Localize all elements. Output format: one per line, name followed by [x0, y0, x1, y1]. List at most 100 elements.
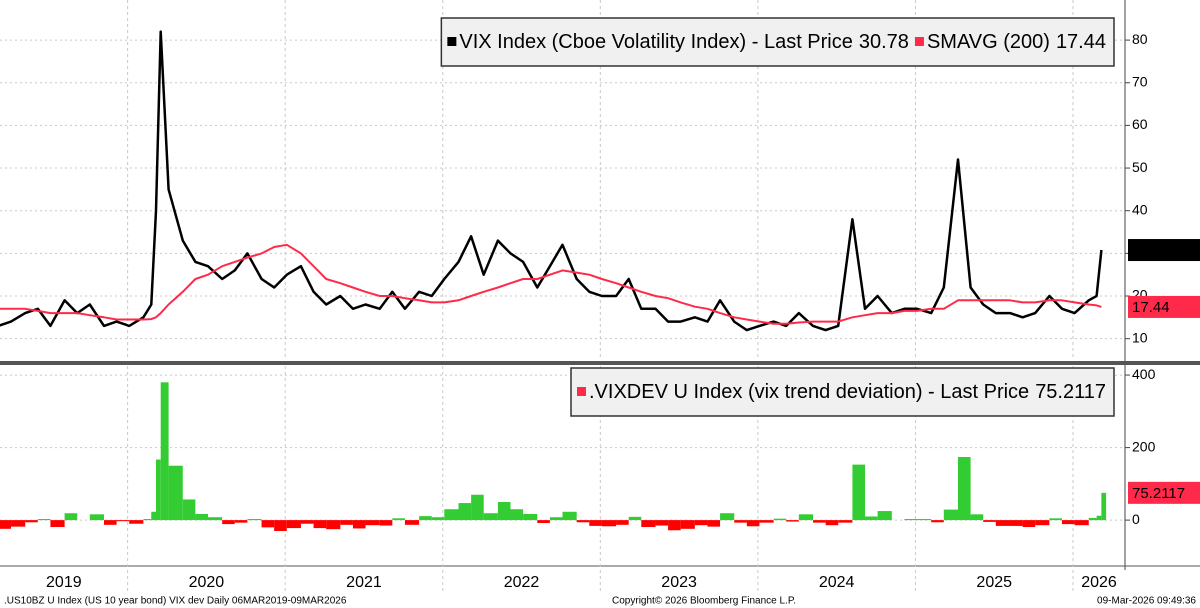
legend-marker [577, 387, 586, 396]
bar [155, 459, 161, 521]
last-value-tag [1128, 481, 1200, 504]
bar [720, 513, 735, 521]
y-tick-label: 10 [1132, 329, 1148, 345]
x-tick-label: 2020 [189, 574, 225, 591]
bar [668, 520, 681, 531]
bar [877, 511, 892, 521]
legend-name: .VIXDEV U Index (vix trend deviation) - … [589, 381, 1029, 403]
bar [431, 517, 445, 521]
bar [616, 520, 629, 525]
bar [904, 519, 918, 521]
x-tick-label: 2026 [1081, 574, 1117, 591]
bar [943, 509, 958, 521]
legend: VIX Index (Cboe Volatility Index) - Last… [440, 17, 1115, 67]
y-tick-label: 80 [1132, 31, 1148, 47]
bar [195, 513, 208, 521]
bar [497, 501, 511, 521]
bar [865, 516, 878, 521]
last-value-label: 17.44 [1132, 299, 1170, 316]
y-tick-label: 0 [1132, 511, 1140, 527]
bar [628, 516, 642, 521]
bar [601, 520, 617, 527]
bar [261, 520, 275, 528]
bar [404, 520, 420, 525]
bar [1049, 518, 1062, 521]
legend-name: SMAVG (200) [927, 31, 1050, 53]
legend-label: .VIXDEV U Index (vix trend deviation) - … [589, 381, 1106, 403]
bar [103, 520, 117, 525]
bar [1009, 520, 1023, 526]
bar [852, 464, 866, 521]
x-tick-label: 2023 [661, 574, 697, 591]
bar [510, 509, 524, 521]
bar [129, 520, 144, 524]
bar [1096, 515, 1102, 521]
y-tick-label: 70 [1132, 73, 1148, 89]
bar [160, 382, 169, 521]
y-tick-label: 40 [1132, 201, 1148, 217]
bar [64, 513, 78, 521]
bar [813, 520, 826, 523]
legend-value: 75.2117 [1035, 381, 1106, 403]
bar [37, 519, 51, 521]
bar [641, 520, 656, 528]
bar [589, 520, 602, 526]
footer-left: .US10BZ U Index (US 10 year bond) VIX de… [4, 596, 347, 607]
x-tick-label: 2022 [504, 574, 540, 591]
last-value-tag [1128, 295, 1200, 318]
bar [483, 513, 498, 521]
legend-marker [914, 37, 924, 46]
bar [222, 520, 235, 525]
bar [983, 520, 996, 522]
bar [313, 520, 327, 529]
legend-name: VIX Index (Cboe Volatility Index) - Last… [459, 31, 853, 53]
bar [734, 520, 747, 523]
bar [89, 514, 104, 521]
legend-value: 17.44 [1056, 31, 1106, 53]
bar [0, 520, 12, 529]
series-line [0, 243, 1102, 325]
last-value-tag [1128, 239, 1200, 262]
bar [970, 514, 984, 521]
y-tick-label: 200 [1132, 438, 1156, 454]
bar [655, 520, 669, 526]
bar [1088, 517, 1097, 521]
bar [549, 517, 563, 521]
last-value-label: 75.2117 [1132, 485, 1185, 502]
bar [168, 465, 183, 521]
bar [576, 520, 590, 523]
bar [340, 520, 353, 525]
bar [746, 520, 760, 527]
bar [50, 520, 65, 528]
bar [365, 520, 380, 526]
bar [234, 520, 248, 523]
y-tick-label: 50 [1132, 159, 1148, 175]
legend-label: SMAVG (200) 17.44 [927, 31, 1106, 53]
bar [931, 520, 944, 523]
bar [143, 519, 152, 521]
bar [1035, 520, 1050, 526]
legend-label: VIX Index (Cboe Volatility Index) - Last… [459, 31, 909, 53]
bar [11, 520, 26, 527]
bar [151, 511, 156, 521]
bar [207, 517, 223, 521]
footer-right: 09-Mar-2026 09:49:36 [1097, 596, 1196, 607]
bar [419, 516, 432, 521]
bar [25, 520, 38, 523]
bar [1022, 520, 1036, 528]
bar [247, 519, 262, 521]
legend-value: 30.78 [859, 31, 909, 53]
bar [444, 509, 459, 521]
x-tick-label: 2024 [819, 574, 855, 591]
bar [759, 520, 774, 523]
y-tick-label: 60 [1132, 116, 1148, 132]
last-value-label: 30.78 [1132, 242, 1170, 259]
footer-center: Copyright© 2026 Bloomberg Finance L.P. [612, 596, 796, 607]
bar [707, 520, 721, 527]
bar [300, 520, 314, 524]
bar [773, 518, 787, 521]
bar [995, 520, 1010, 526]
x-tick-label: 2025 [976, 574, 1012, 591]
